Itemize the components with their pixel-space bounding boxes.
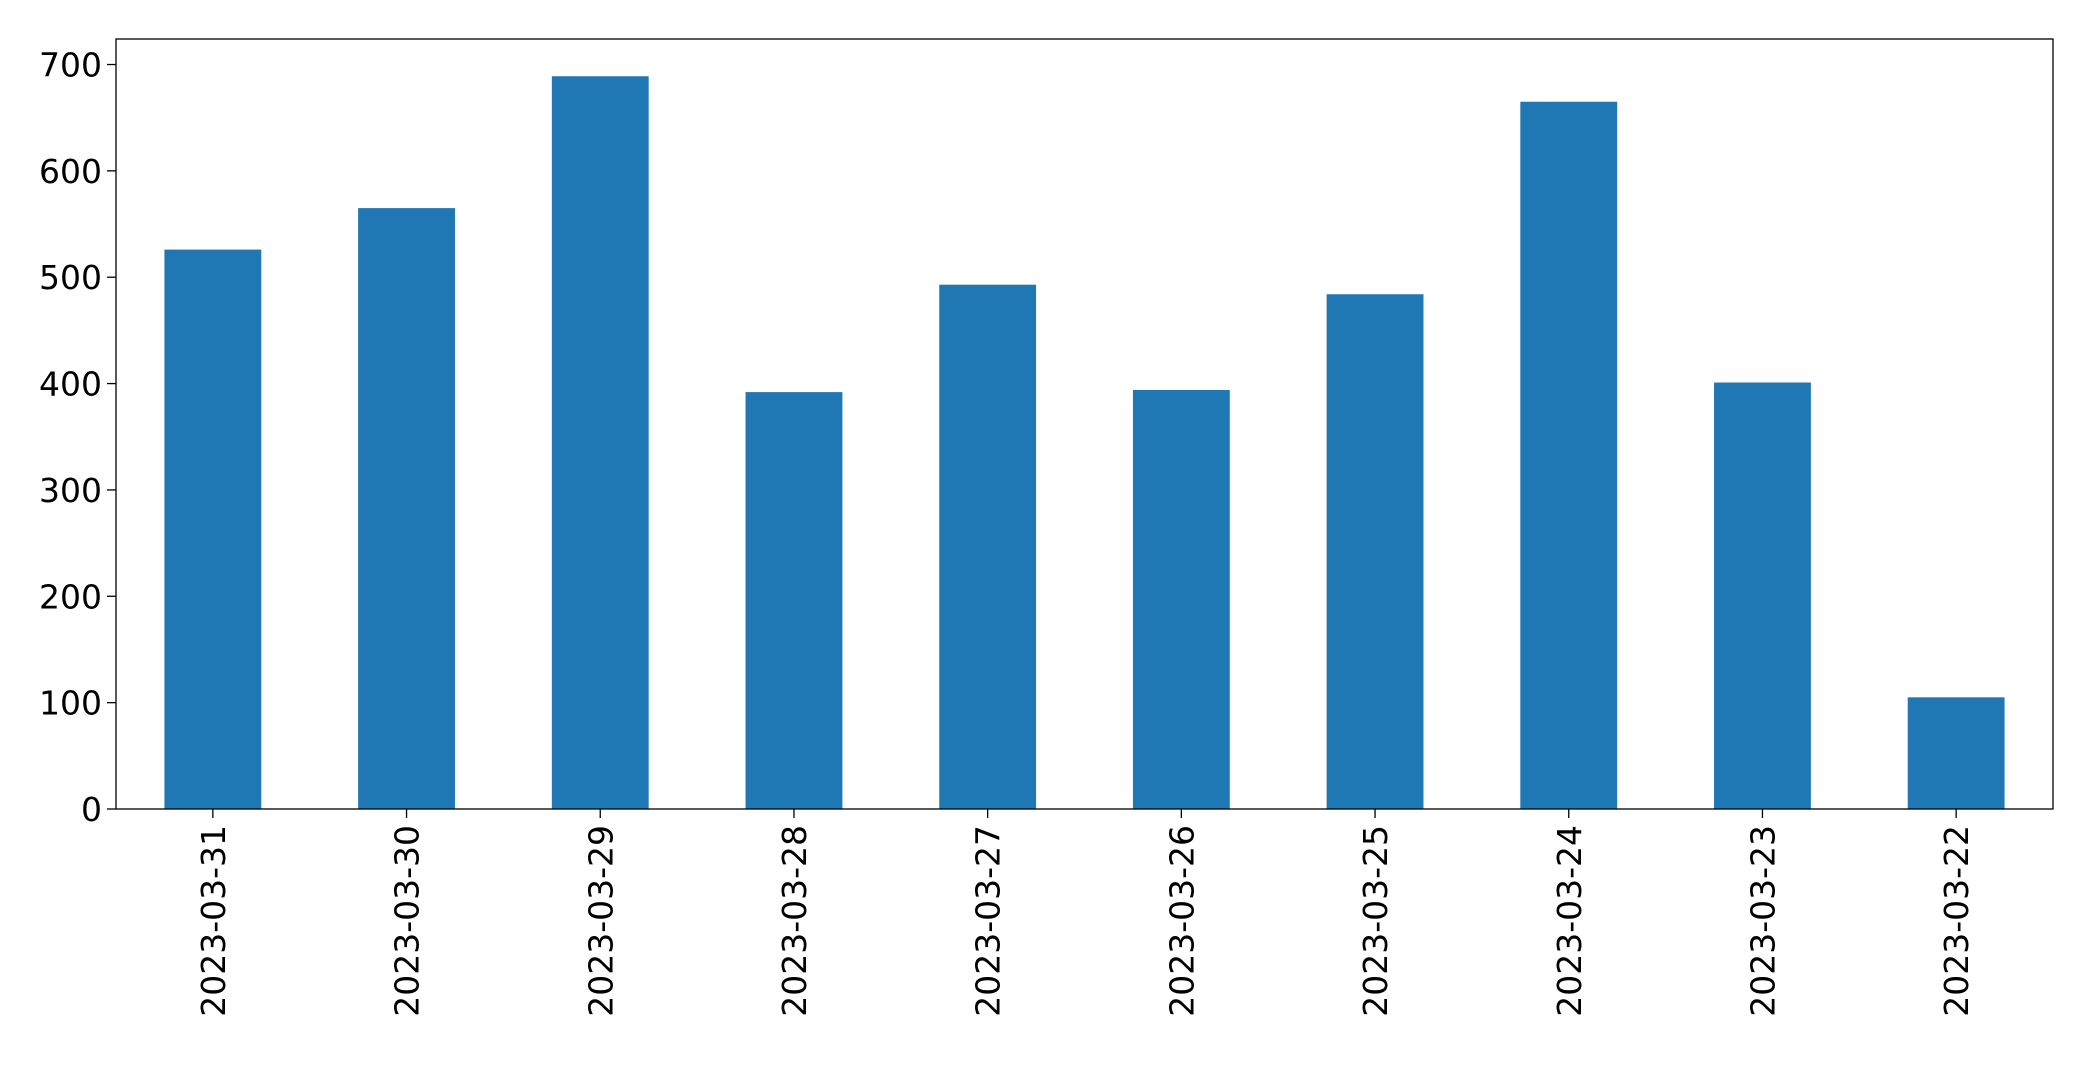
bar — [1714, 382, 1811, 809]
bar — [1907, 697, 2005, 809]
x-tick-label: 2023-03-27 — [969, 825, 1008, 1017]
x-tick-label: 2023-03-29 — [581, 825, 620, 1017]
plot-frame — [115, 38, 2054, 810]
y-tick-label: 700 — [39, 46, 102, 85]
bar — [164, 249, 262, 810]
bar — [1132, 389, 1230, 809]
y-tick-label: 0 — [81, 790, 102, 829]
bar — [551, 76, 649, 809]
y-tick-label: 300 — [39, 471, 102, 510]
x-tick-label: 2023-03-30 — [388, 825, 427, 1017]
y-tick-label: 200 — [39, 577, 102, 616]
x-tick-label: 2023-03-31 — [194, 825, 233, 1017]
x-tick-label: 2023-03-25 — [1356, 825, 1395, 1017]
x-tick-label: 2023-03-26 — [1162, 825, 1201, 1017]
bar — [1326, 294, 1424, 809]
y-tick-label: 400 — [39, 365, 102, 404]
x-tick-label: 2023-03-23 — [1743, 825, 1782, 1017]
bar — [939, 284, 1037, 810]
y-tick-label: 600 — [39, 152, 102, 191]
x-tick-label: 2023-03-28 — [775, 825, 814, 1017]
bar — [358, 208, 455, 810]
y-tick-label: 100 — [39, 684, 102, 723]
x-tick-label: 2023-03-22 — [1937, 825, 1976, 1017]
y-tick-label: 500 — [39, 258, 102, 297]
bar — [1520, 101, 1618, 810]
bar — [745, 392, 843, 809]
x-tick-label: 2023-03-24 — [1550, 825, 1589, 1017]
